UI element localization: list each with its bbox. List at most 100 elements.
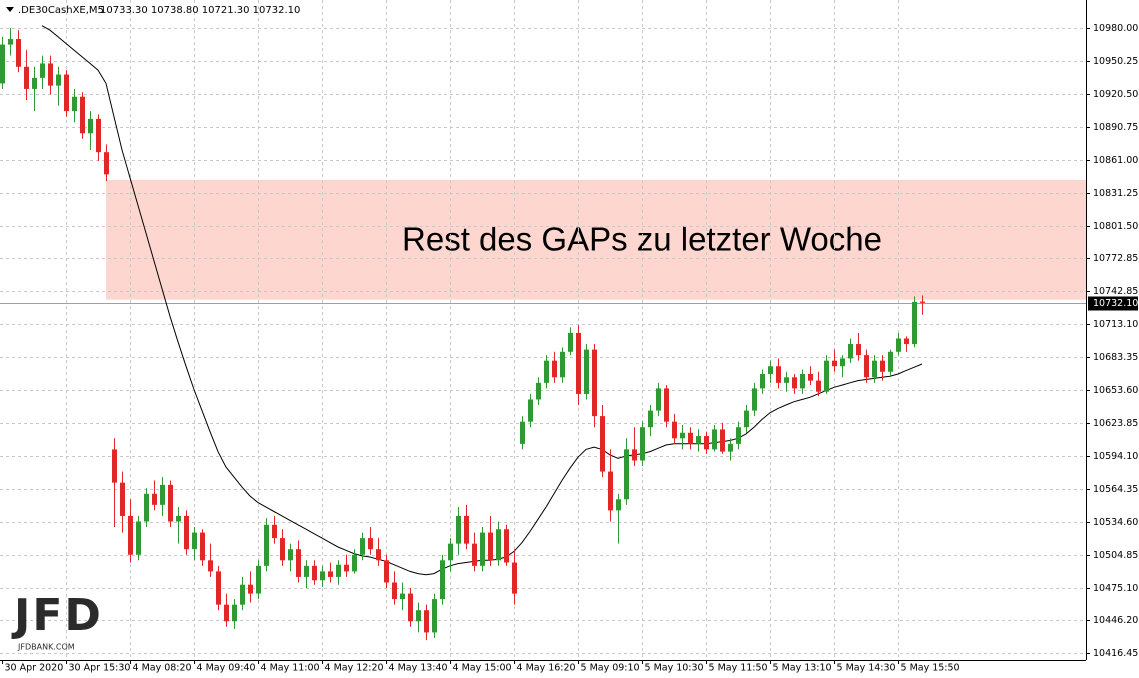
candle-body: [800, 373, 805, 389]
candle-body: [512, 562, 517, 594]
candle-body: [712, 429, 717, 450]
candle-body: [184, 515, 189, 550]
candle-body: [216, 571, 221, 605]
candle-body: [816, 380, 821, 392]
candle-body: [16, 39, 21, 67]
candle-body: [672, 421, 677, 439]
candle-body: [760, 373, 765, 389]
candle-body: [696, 436, 701, 444]
x-tick-label: 5 May 13:10: [773, 663, 832, 674]
y-tick-label: 10475.10: [1093, 583, 1138, 594]
candle-body: [136, 521, 141, 555]
candle-body: [8, 39, 13, 45]
candle-body: [912, 301, 917, 345]
candle-body: [368, 538, 373, 550]
x-tick-label: 5 May 09:10: [581, 663, 640, 674]
candle-body: [520, 421, 525, 444]
candle-body: [240, 584, 245, 605]
x-tick-label: 4 May 11:00: [261, 663, 320, 674]
candle-body: [80, 96, 85, 134]
moving-average: [41, 25, 923, 576]
x-tick-label: 4 May 09:40: [197, 663, 256, 674]
y-tick-label: 10801.50: [1093, 221, 1138, 232]
candle-body: [160, 484, 165, 505]
x-tick-label: 4 May 08:20: [133, 663, 192, 674]
candle-body: [128, 515, 133, 555]
candle-body: [32, 77, 37, 89]
y-tick-label: 10534.60: [1093, 517, 1138, 528]
candle-body: [648, 410, 653, 428]
last-price-box: [1088, 296, 1138, 311]
y-tick-label: 10713.10: [1093, 319, 1138, 330]
candle-body: [704, 436, 709, 450]
x-tick-label: 4 May 15:00: [453, 663, 512, 674]
candle-body: [896, 338, 901, 352]
candle-body: [312, 565, 317, 581]
candle-body: [0, 44, 5, 84]
candle-body: [536, 382, 541, 400]
candle-body: [56, 74, 61, 86]
candle-body: [392, 582, 397, 600]
candle-body: [40, 63, 45, 78]
candle-body: [72, 96, 77, 112]
candle-body: [248, 584, 253, 594]
candle-body: [352, 554, 357, 572]
candle-body: [24, 66, 29, 89]
candle-body: [488, 532, 493, 561]
candle-body: [768, 366, 773, 374]
candle-body: [496, 529, 501, 561]
candle-body: [864, 355, 869, 378]
candle-body: [96, 118, 101, 153]
candle-body: [448, 543, 453, 561]
candle-body: [688, 432, 693, 444]
x-tick-label: 30 Apr 2020: [5, 663, 64, 674]
candle-body: [840, 358, 845, 367]
candle-body: [120, 482, 125, 516]
candle-body: [480, 532, 485, 566]
y-tick-label: 10683.35: [1093, 352, 1138, 363]
y-tick-label: 10920.50: [1093, 89, 1138, 100]
candle-body: [200, 532, 205, 561]
candle-body: [208, 560, 213, 572]
candle-body: [64, 74, 69, 112]
y-tick-label: 10742.85: [1093, 286, 1138, 297]
candle-body: [784, 377, 789, 383]
candle-body: [304, 565, 309, 577]
zone-layer: Rest des GAPs zu letzter Woche: [106, 179, 1086, 300]
menu-arrow: [6, 7, 14, 12]
x-tick-label: 4 May 13:40: [389, 663, 448, 674]
candle-body: [264, 524, 269, 566]
y-tick-label: 10861.00: [1093, 155, 1138, 166]
candle-body: [224, 604, 229, 622]
candle-body: [152, 493, 157, 505]
candle-body: [360, 538, 365, 555]
x-tick-label: 5 May 11:50: [709, 663, 768, 674]
candle-body: [552, 360, 557, 378]
candle-body: [528, 399, 533, 422]
candle-body: [88, 118, 93, 134]
candle-body: [872, 360, 877, 378]
candle-body: [744, 410, 749, 428]
candle-body: [376, 549, 381, 561]
candle-body: [272, 524, 277, 539]
x-tick-label: 5 May 14:30: [837, 663, 896, 674]
candle-body: [168, 484, 173, 522]
candle-body: [600, 416, 605, 472]
candle-body: [192, 532, 197, 550]
logo: JFD: [11, 590, 103, 641]
candle-body: [616, 499, 621, 511]
logo-site: JFDBANK.COM: [17, 643, 75, 652]
candle-body: [576, 332, 581, 394]
candle-body: [736, 427, 741, 444]
candle-body: [472, 543, 477, 566]
last-price-label: 10732.10: [1093, 298, 1138, 309]
candle-body: [176, 515, 181, 522]
y-tick-label: 10416.45: [1093, 648, 1138, 659]
candle-body: [592, 349, 597, 417]
y-tick-label: 10446.20: [1093, 615, 1138, 626]
candle-body: [384, 560, 389, 583]
x-tick-label: 5 May 15:50: [901, 663, 960, 674]
candle-body: [336, 564, 341, 577]
